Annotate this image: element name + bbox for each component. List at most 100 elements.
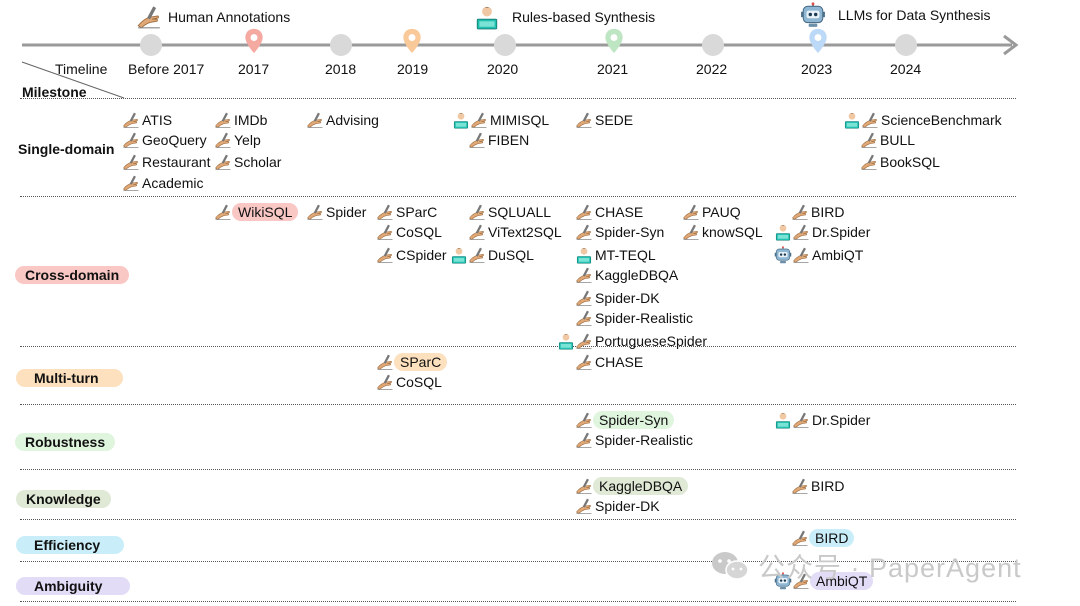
row-separator bbox=[20, 404, 1016, 405]
timeline-node bbox=[494, 34, 516, 56]
header-diagonal bbox=[21, 61, 125, 99]
dataset-name: PortugueseSpider bbox=[595, 333, 708, 349]
hand-writing-icon bbox=[214, 153, 232, 171]
dataset-entry: MIMISQL bbox=[452, 110, 551, 130]
dataset-name: Restaurant bbox=[142, 154, 211, 170]
dataset-entry: SEDE bbox=[575, 110, 635, 130]
hand-writing-icon bbox=[860, 131, 878, 149]
person-laptop-icon bbox=[843, 111, 861, 129]
dataset-entry: GeoQuery bbox=[122, 130, 209, 150]
row-label-robustness: Robustness bbox=[15, 433, 116, 451]
dataset-entry: KaggleDBQA bbox=[575, 476, 689, 496]
dataset-entry: BIRD bbox=[791, 202, 846, 222]
dataset-name: Spider bbox=[326, 204, 367, 220]
dataset-entry: Spider-Syn bbox=[575, 410, 675, 430]
dataset-name: GeoQuery bbox=[142, 132, 207, 148]
hand-writing-icon bbox=[376, 246, 394, 264]
dataset-name: Spider-Realistic bbox=[595, 432, 694, 448]
dataset-name: Spider-DK bbox=[595, 498, 660, 514]
row-separator bbox=[20, 519, 1016, 520]
hand-writing-icon bbox=[575, 223, 593, 241]
hand-writing-icon bbox=[575, 289, 593, 307]
dataset-entry: Scholar bbox=[214, 152, 283, 172]
dataset-entry: ViText2SQL bbox=[468, 222, 564, 242]
dataset-entry: Yelp bbox=[214, 130, 263, 150]
hand-writing-icon bbox=[122, 174, 140, 192]
hand-writing-icon bbox=[122, 111, 140, 129]
row-separator bbox=[20, 196, 1016, 197]
hand-writing-icon bbox=[214, 131, 232, 149]
row-label-knowledge: Knowledge bbox=[16, 490, 111, 508]
dataset-name: SQLUALL bbox=[488, 204, 552, 220]
timeline-node bbox=[895, 34, 917, 56]
hand-writing-icon bbox=[376, 203, 394, 221]
dataset-name: ATIS bbox=[142, 112, 173, 128]
hand-writing-icon bbox=[575, 353, 593, 371]
person-laptop-icon bbox=[474, 4, 500, 30]
dataset-entry: CHASE bbox=[575, 202, 645, 222]
dataset-entry: KaggleDBQA bbox=[575, 265, 680, 285]
year-label: 2024 bbox=[890, 61, 922, 77]
dataset-entry: Academic bbox=[122, 173, 205, 193]
dataset-name: BIRD bbox=[811, 204, 845, 220]
hand-writing-icon bbox=[214, 203, 232, 221]
dataset-name: Advising bbox=[326, 112, 379, 128]
timeline-header: Timeline bbox=[55, 61, 108, 77]
dataset-name: Scholar bbox=[234, 154, 282, 170]
dataset-entry: WikiSQL bbox=[214, 202, 299, 222]
hand-writing-icon bbox=[306, 203, 324, 221]
dataset-entry: BULL bbox=[860, 130, 917, 150]
dataset-entry: SParC bbox=[376, 202, 439, 222]
dataset-entry: ATIS bbox=[122, 110, 174, 130]
dataset-name: Spider-Realistic bbox=[595, 310, 694, 326]
dataset-entry: MT-TEQL bbox=[575, 245, 658, 265]
year-label: 2019 bbox=[397, 61, 429, 77]
map-pin-icon bbox=[603, 28, 625, 59]
dataset-name: IMDb bbox=[234, 112, 268, 128]
dataset-entry: CSpider bbox=[376, 245, 449, 265]
dataset-entry: CoSQL bbox=[376, 372, 444, 392]
person-laptop-icon bbox=[450, 246, 468, 264]
hand-writing-icon bbox=[575, 411, 593, 429]
dataset-name: BULL bbox=[880, 132, 916, 148]
map-pin-icon bbox=[243, 28, 265, 59]
legend-label: LLMs for Data Synthesis bbox=[838, 7, 991, 23]
hand-writing-icon bbox=[575, 477, 593, 495]
wechat-icon bbox=[710, 550, 750, 582]
hand-writing-icon bbox=[861, 111, 879, 129]
dataset-entry: Dr.Spider bbox=[774, 410, 872, 430]
dataset-entry: Restaurant bbox=[122, 152, 212, 172]
dataset-name: FIBEN bbox=[488, 132, 530, 148]
dataset-entry: AmbiQT bbox=[774, 571, 874, 591]
dataset-entry: SQLUALL bbox=[468, 202, 553, 222]
hand-writing-icon bbox=[468, 246, 486, 264]
map-pin-icon bbox=[401, 28, 423, 59]
legend-label: Human Annotations bbox=[168, 9, 291, 25]
dataset-entry: CHASE bbox=[575, 352, 645, 372]
dataset-name: KaggleDBQA bbox=[593, 477, 689, 495]
year-label: 2017 bbox=[238, 61, 270, 77]
dataset-entry: FIBEN bbox=[468, 130, 531, 150]
hand-writing-icon bbox=[791, 203, 809, 221]
hand-writing-icon bbox=[306, 111, 324, 129]
hand-writing-icon bbox=[792, 223, 810, 241]
dataset-entry: IMDb bbox=[214, 110, 269, 130]
dataset-name: Spider-Syn bbox=[593, 411, 675, 429]
dataset-entry: BIRD bbox=[791, 528, 855, 548]
dataset-name: WikiSQL bbox=[232, 203, 299, 221]
hand-writing-icon bbox=[468, 131, 486, 149]
timeline-node bbox=[330, 34, 352, 56]
hand-writing-icon bbox=[682, 203, 700, 221]
year-label: 2022 bbox=[696, 61, 728, 77]
row-separator bbox=[20, 601, 1016, 602]
dataset-entry: Spider-DK bbox=[575, 288, 662, 308]
timeline-axis bbox=[22, 34, 1019, 56]
hand-writing-icon bbox=[136, 4, 162, 30]
dataset-entry: Spider-DK bbox=[575, 496, 662, 516]
hand-writing-icon bbox=[792, 411, 810, 429]
hand-writing-icon bbox=[470, 111, 488, 129]
person-laptop-icon bbox=[452, 111, 470, 129]
dataset-name: AmbiQT bbox=[810, 572, 874, 590]
hand-writing-icon bbox=[860, 153, 878, 171]
legend-human-annotations: Human Annotations bbox=[136, 4, 290, 30]
